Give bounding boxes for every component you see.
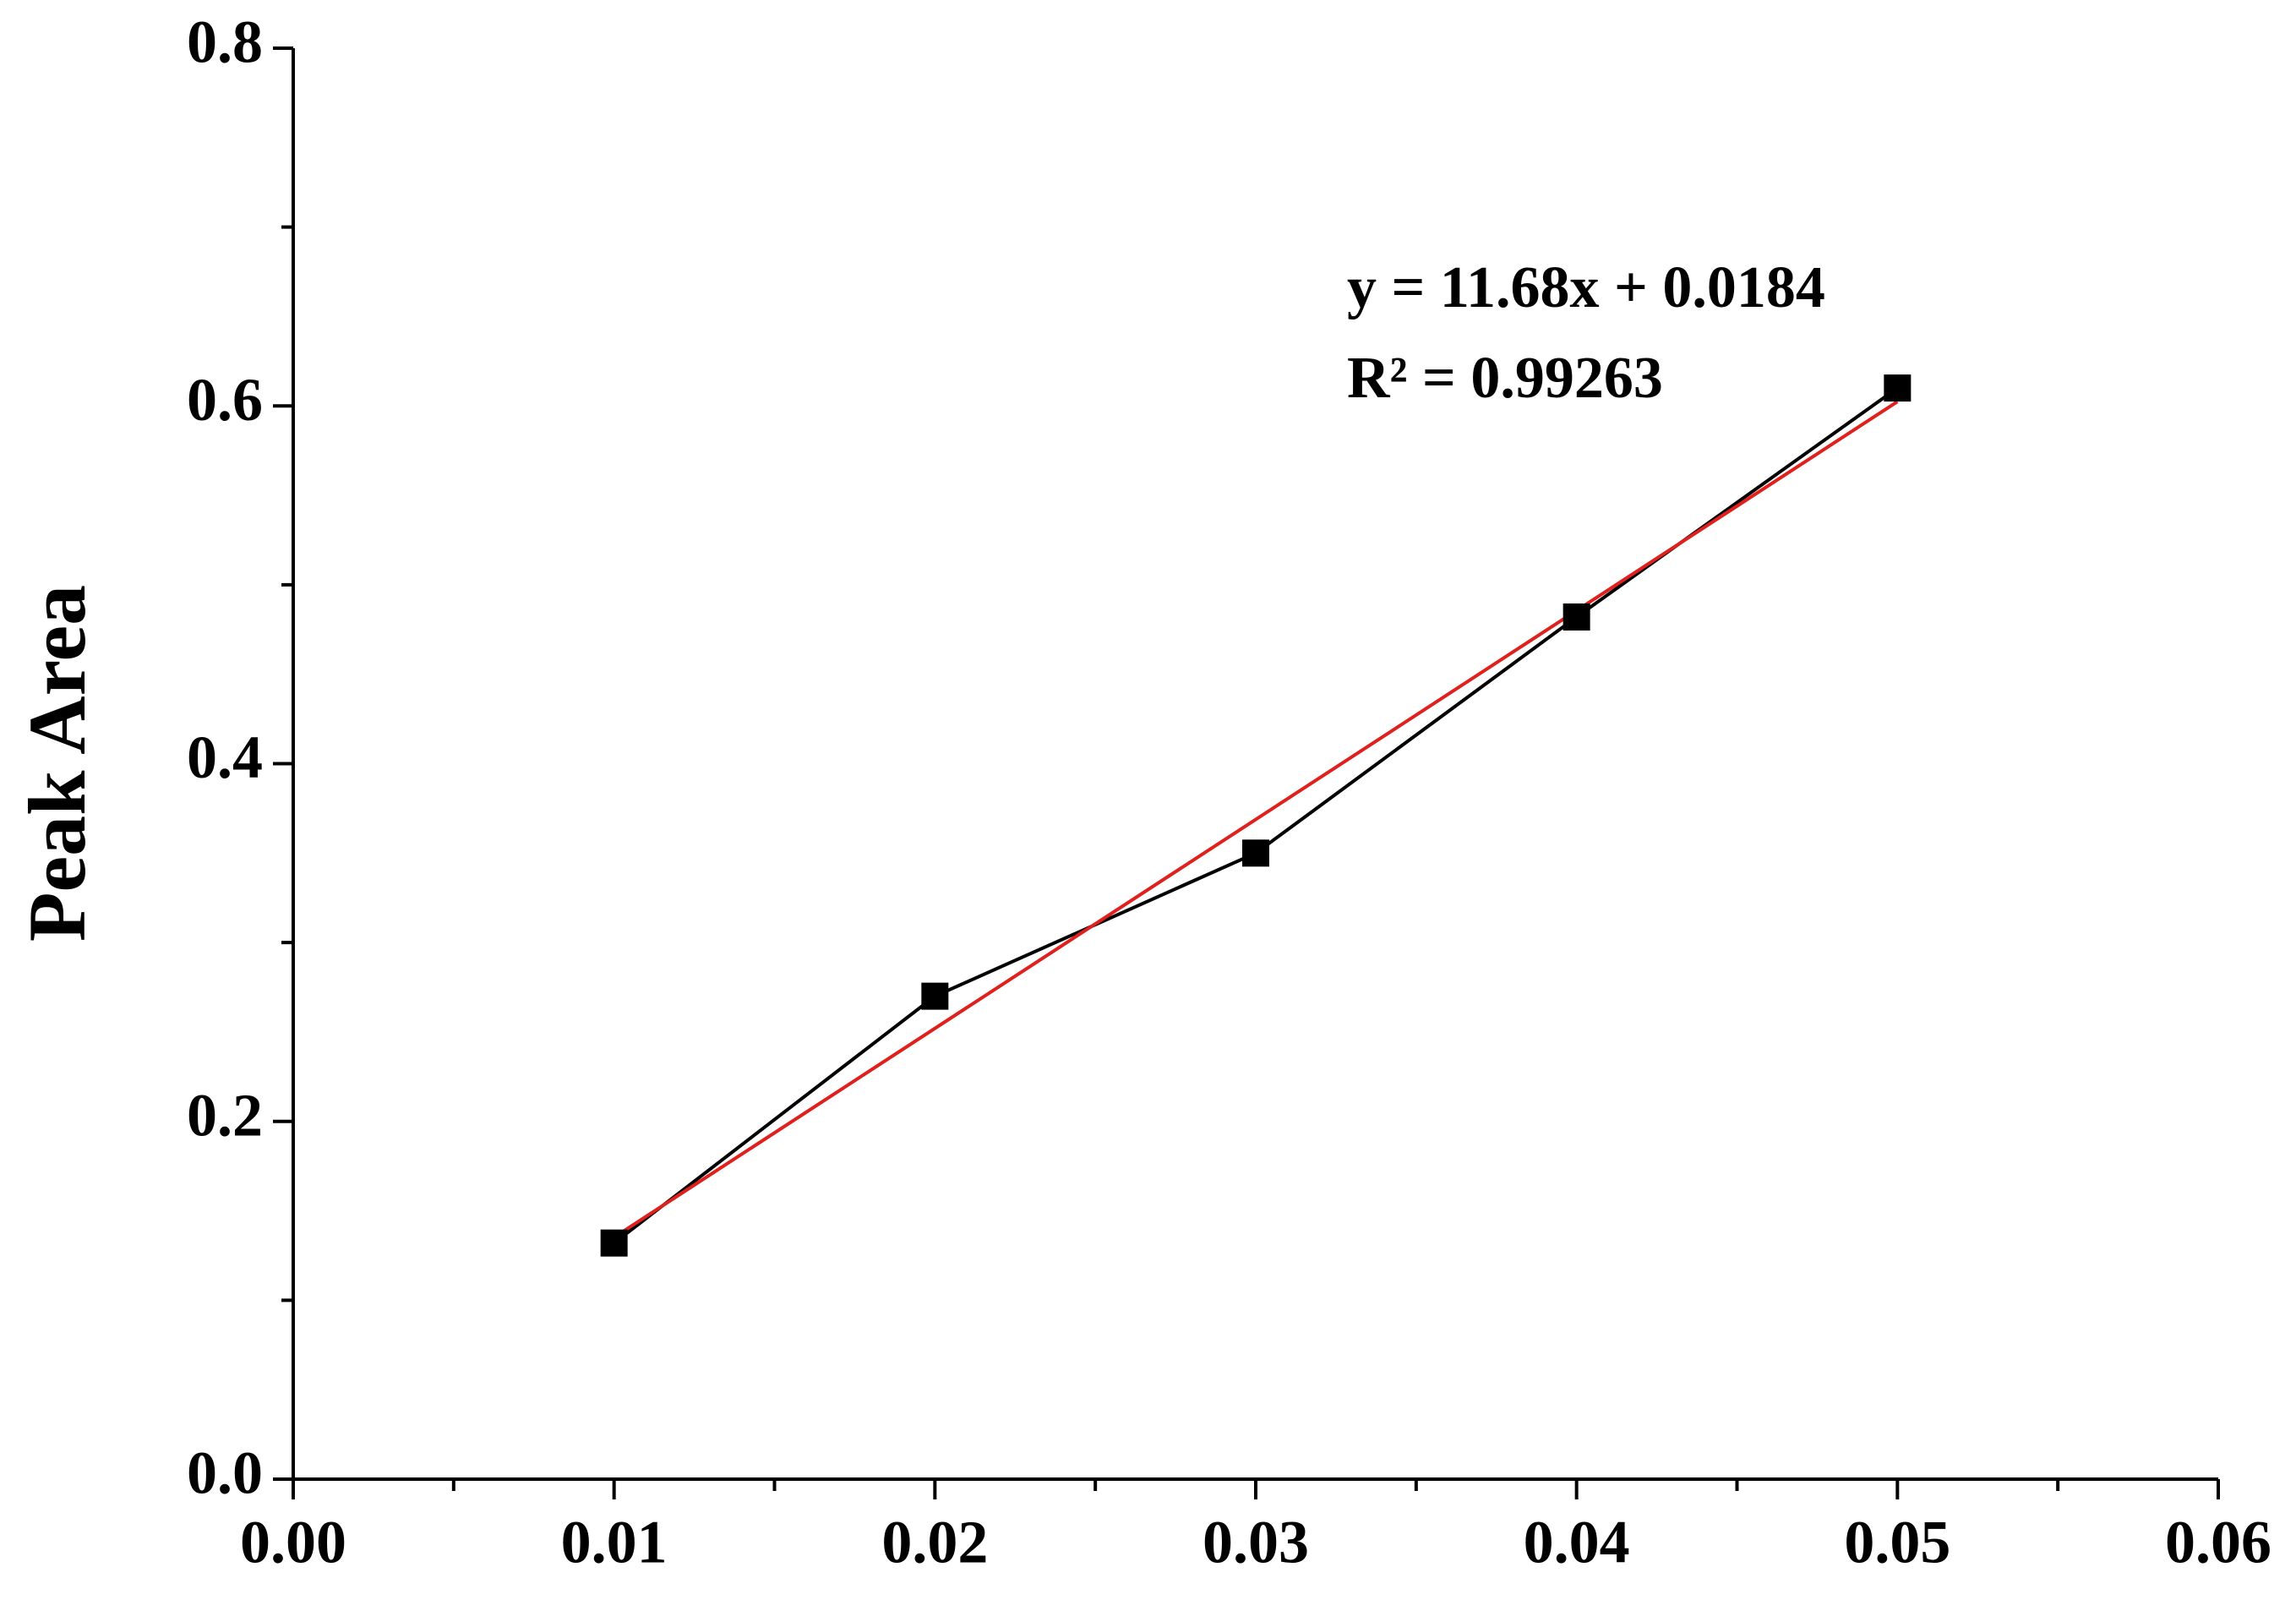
- y-tick-label: 0.8: [187, 8, 263, 76]
- x-tick-label: 0.02: [881, 1509, 988, 1576]
- marker: [600, 1229, 628, 1257]
- marker: [1562, 603, 1590, 631]
- annotation: y = 11.68x + 0.0184: [1347, 255, 1825, 320]
- x-tick-label: 0.05: [1844, 1509, 1950, 1576]
- y-tick-label: 0.0: [187, 1439, 263, 1507]
- x-tick-label: 0.01: [561, 1509, 668, 1576]
- x-tick-label: 0.03: [1203, 1509, 1309, 1576]
- annotation: R² = 0.99263: [1347, 346, 1663, 411]
- y-tick-label: 0.6: [187, 366, 263, 434]
- series-line: [613, 386, 1899, 1245]
- series-line: [613, 400, 1899, 1239]
- marker: [1242, 839, 1269, 867]
- y-tick-label: 0.2: [187, 1081, 263, 1149]
- y-axis-label: Peak Area: [12, 585, 102, 942]
- marker: [921, 982, 949, 1010]
- y-tick-label: 0.4: [187, 724, 263, 791]
- x-tick-label: 0.00: [240, 1509, 346, 1576]
- x-tick-label: 0.06: [2165, 1509, 2271, 1576]
- x-tick-label: 0.04: [1524, 1509, 1630, 1576]
- marker: [1884, 374, 1912, 402]
